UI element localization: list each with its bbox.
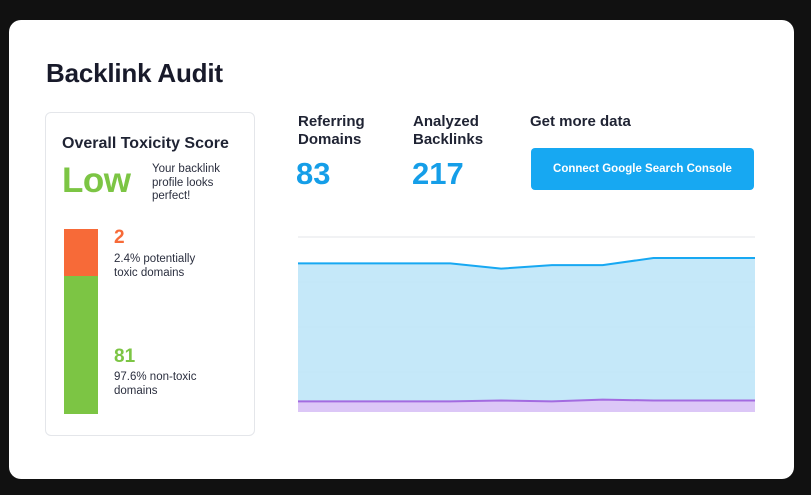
chart-series: [298, 257, 755, 412]
backlinks-area-chart: [298, 236, 755, 412]
toxicity-description: Your backlink profile looks perfect!: [152, 163, 220, 202]
referring-domains-value: 83: [296, 156, 331, 191]
backlink-audit-card: Backlink Audit Overall Toxicity Score Lo…: [9, 20, 794, 479]
toxicity-score-title: Overall Toxicity Score: [62, 135, 229, 152]
chart-line-series-1: [298, 257, 755, 270]
toxicity-level: Low: [62, 161, 131, 200]
toxic-domains-count: 2: [114, 227, 125, 248]
non-toxic-domains-label: 97.6% non-toxic domains: [114, 371, 197, 397]
toxic-domains-bar: [64, 229, 98, 276]
toxic-domains-label: 2.4% potentially toxic domains: [114, 253, 196, 279]
chart-area-series-1: [298, 258, 755, 412]
toxicity-score-card: Overall Toxicity Score Low Your backlink…: [45, 112, 255, 436]
chart-line-series-2: [298, 398, 755, 403]
chart-area-series-2: [298, 399, 755, 412]
page-title: Backlink Audit: [46, 58, 223, 88]
get-more-data-label: Get more data: [530, 113, 631, 130]
analyzed-backlinks-value: 217: [412, 156, 464, 191]
non-toxic-domains-bar: [64, 276, 98, 414]
non-toxic-domains-count: 81: [114, 346, 136, 367]
connect-google-search-console-button[interactable]: Connect Google Search Console: [531, 148, 754, 190]
analyzed-backlinks-label: Analyzed Backlinks: [413, 113, 484, 148]
referring-domains-label: Referring Domains: [298, 113, 365, 148]
